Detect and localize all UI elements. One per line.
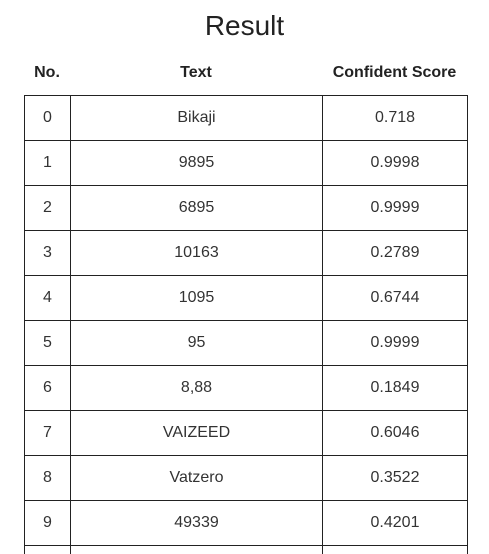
cell-score: 0.2789 bbox=[322, 230, 468, 276]
cell-no: 2 bbox=[24, 185, 71, 231]
cell-no: 1 bbox=[24, 140, 71, 186]
results-table-body: 0 Bikaji 0.718 1 9895 0.9998 2 6895 0.9999 3 10163… bbox=[24, 95, 468, 554]
cell-score: 0.9998 bbox=[322, 140, 468, 186]
cell-text: 8,88 bbox=[70, 365, 323, 411]
table-row bbox=[24, 545, 468, 554]
cell-text: 49339 bbox=[70, 500, 323, 546]
table-row: 4 1095 0.6744 bbox=[24, 275, 468, 321]
page-title: Result bbox=[204, 10, 285, 41]
column-header-text: Text bbox=[180, 64, 212, 81]
cell-score: 0.4201 bbox=[322, 500, 468, 546]
cell-no: 0 bbox=[24, 95, 71, 141]
cell-score: 0.6046 bbox=[322, 410, 468, 456]
cell-no bbox=[24, 545, 71, 554]
table-row: 6 8,88 0.1849 bbox=[24, 365, 468, 411]
cell-no: 9 bbox=[24, 500, 71, 546]
cell-score: 0.9999 bbox=[322, 185, 468, 231]
column-header-score: Confident Score bbox=[332, 64, 457, 81]
table-row: 5 95 0.9999 bbox=[24, 320, 468, 366]
table-row: 8 Vatzero 0.3522 bbox=[24, 455, 468, 501]
cell-text: 1095 bbox=[70, 275, 323, 321]
cell-no: 8 bbox=[24, 455, 71, 501]
cell-score: 0.3522 bbox=[322, 455, 468, 501]
cell-no: 4 bbox=[24, 275, 71, 321]
table-row: 2 6895 0.9999 bbox=[24, 185, 468, 231]
cell-no: 3 bbox=[24, 230, 71, 276]
cell-score: 0.6744 bbox=[322, 275, 468, 321]
cell-text: 95 bbox=[70, 320, 323, 366]
table-row: 0 Bikaji 0.718 bbox=[24, 95, 468, 141]
table-row: 7 VAIZEED 0.6046 bbox=[24, 410, 468, 456]
cell-no: 5 bbox=[24, 320, 71, 366]
cell-text: 10163 bbox=[70, 230, 323, 276]
cell-text: Vatzero bbox=[70, 455, 323, 501]
cell-text: 6895 bbox=[70, 185, 323, 231]
cell-no: 7 bbox=[24, 410, 71, 456]
cell-no: 6 bbox=[24, 365, 71, 411]
column-header-no: No. bbox=[34, 64, 60, 81]
table-row: 3 10163 0.2789 bbox=[24, 230, 468, 276]
results-table: 0 Bikaji 0.718 1 9895 0.9998 2 6895 0.9999 3 10163… bbox=[24, 95, 468, 554]
table-row: 1 9895 0.9998 bbox=[24, 140, 468, 186]
cell-text: Bikaji bbox=[70, 95, 323, 141]
cell-score bbox=[322, 545, 468, 554]
cell-text: VAIZEED bbox=[70, 410, 323, 456]
cell-score: 0.1849 bbox=[322, 365, 468, 411]
cell-score: 0.9999 bbox=[322, 320, 468, 366]
cell-score: 0.718 bbox=[322, 95, 468, 141]
table-header: No. Text Confident Score bbox=[24, 60, 467, 86]
table-row: 9 49339 0.4201 bbox=[24, 500, 468, 546]
cell-text: 9895 bbox=[70, 140, 323, 186]
cell-text bbox=[70, 545, 323, 554]
